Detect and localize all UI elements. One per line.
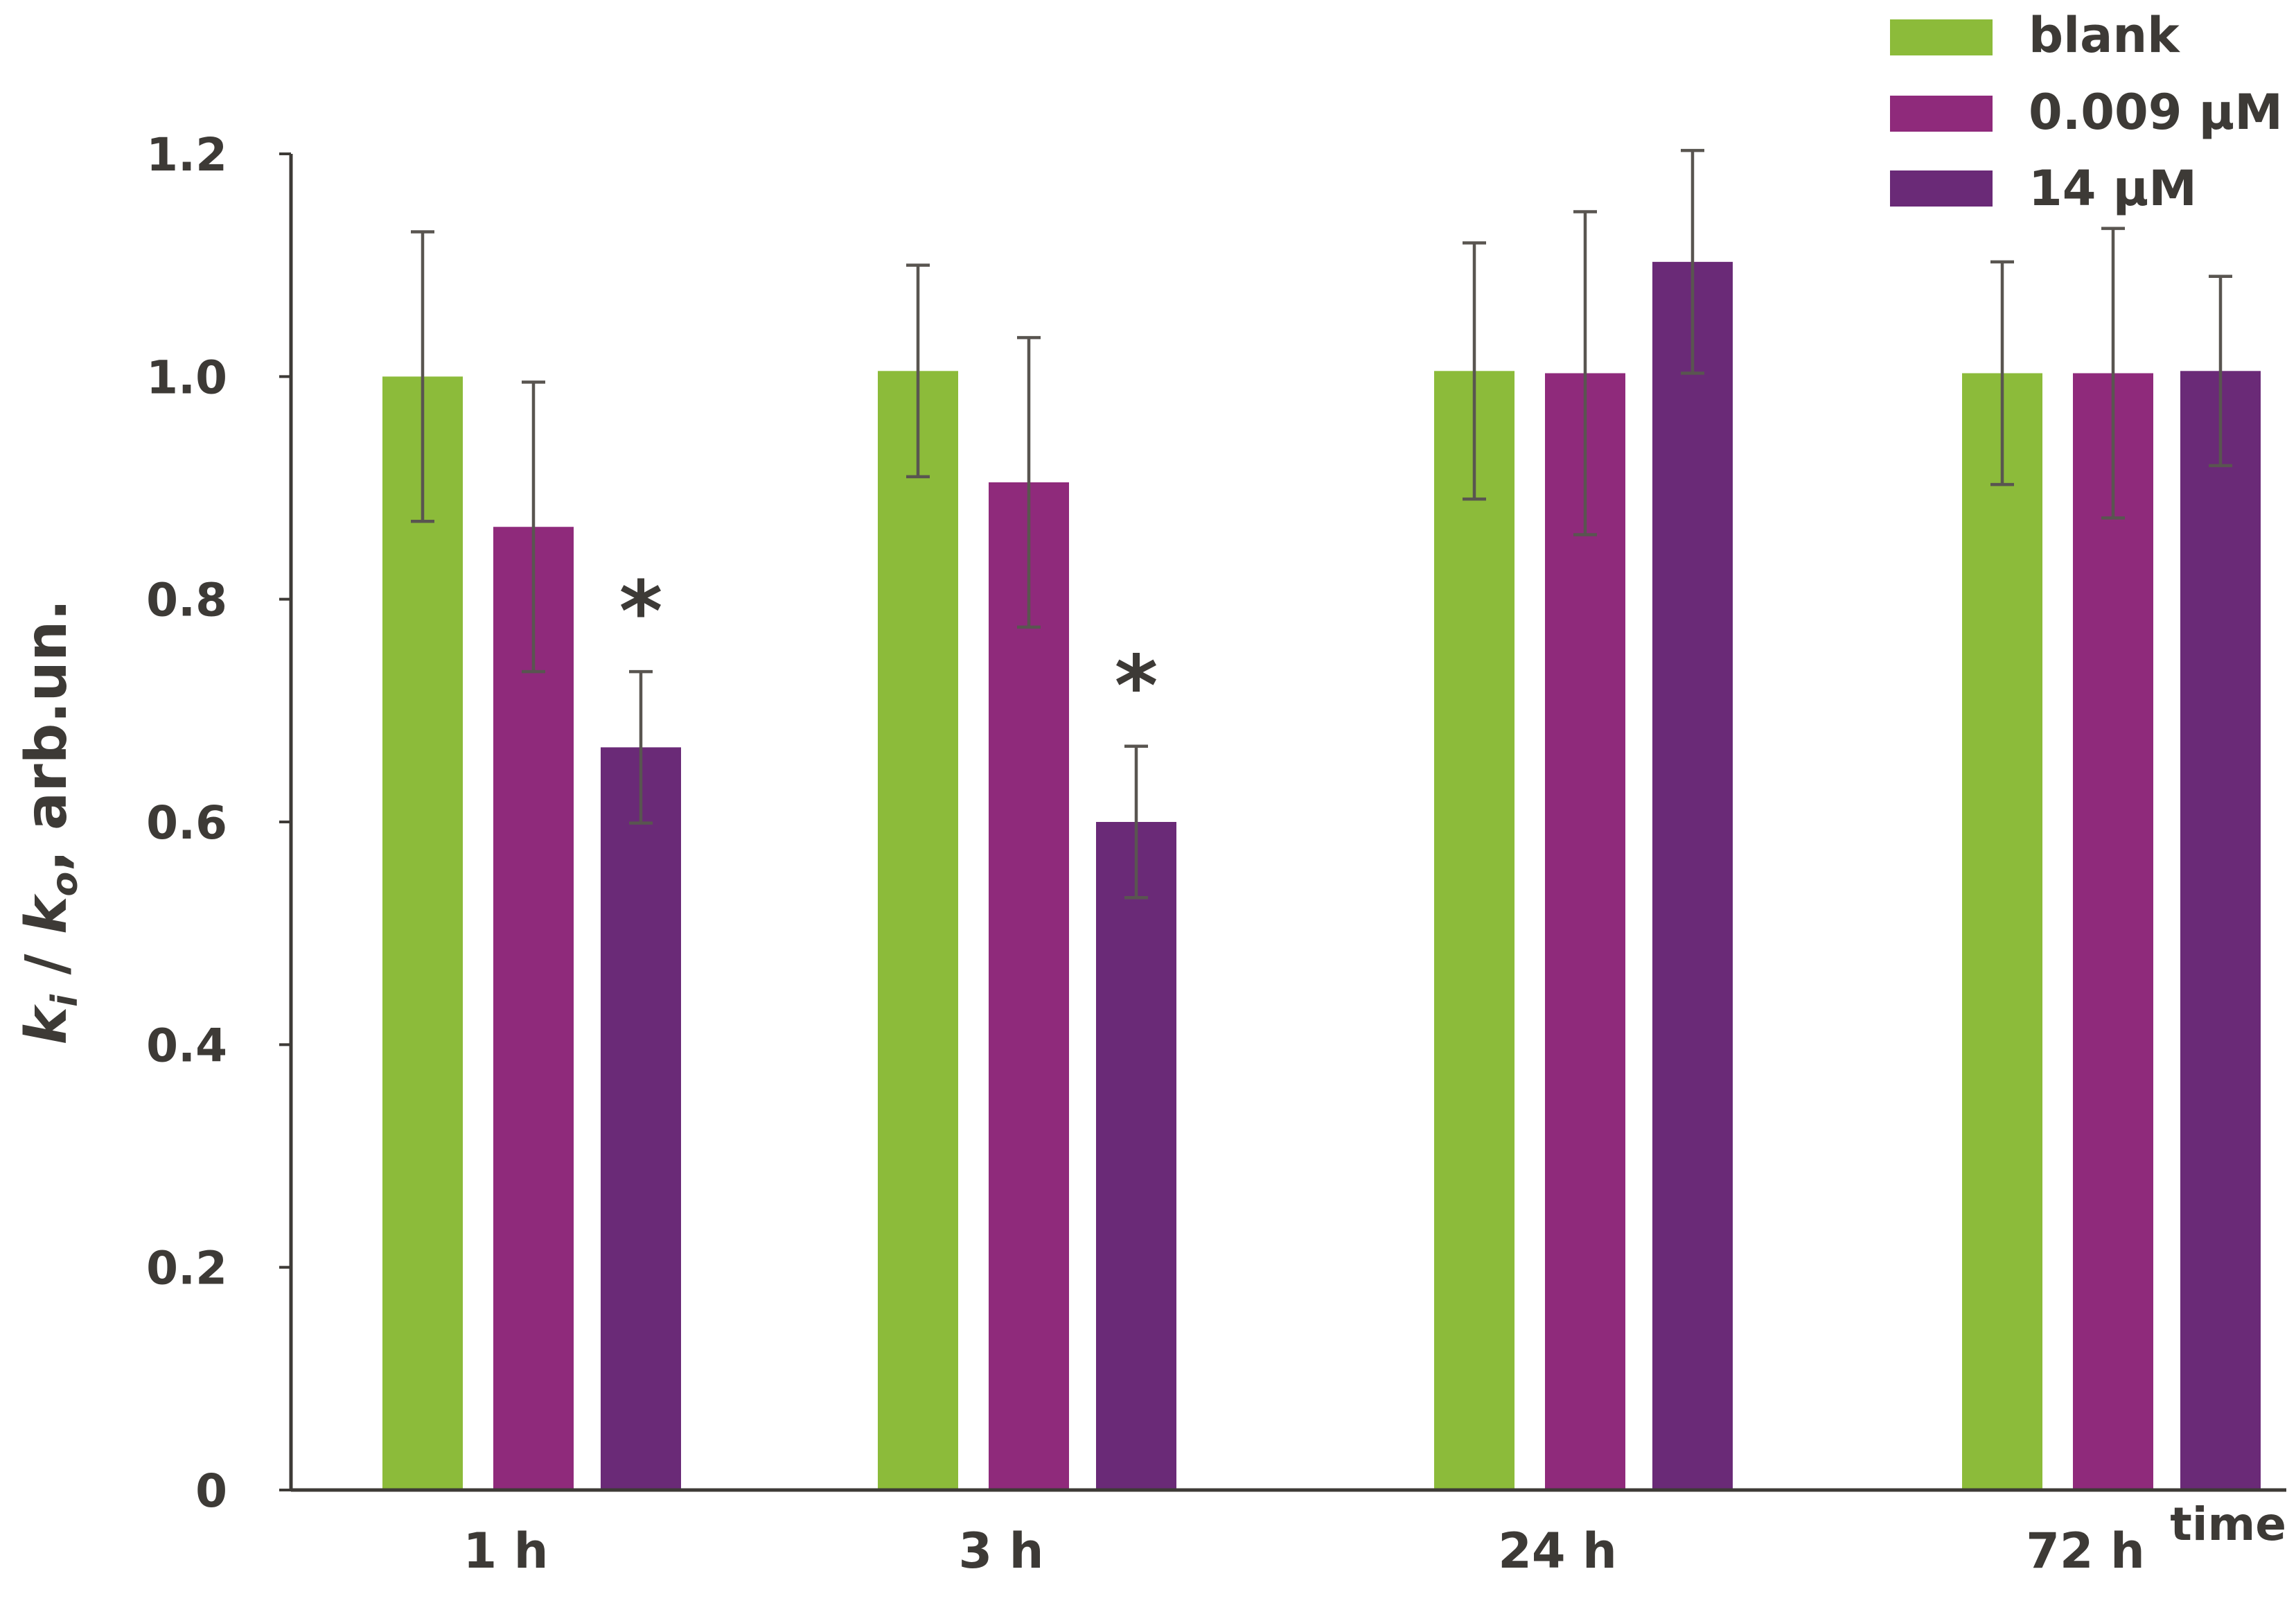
bar-14-m-24-h xyxy=(1652,261,1733,1490)
significance-marker-1-h: * xyxy=(619,564,663,660)
error-bar-14-m-72-h xyxy=(2209,274,2232,468)
y-axis-label: ki / ko, arb.un. xyxy=(14,599,86,1045)
legend-swatch-14-um xyxy=(1890,170,1993,207)
legend-label-0-009-um: 0.009 μM xyxy=(2029,84,2283,141)
bar-blank-72-h xyxy=(1962,373,2042,1490)
error-bar-14-m-3-h xyxy=(1124,744,1148,900)
y-tick-label-1-2: 1.2 xyxy=(146,128,227,182)
error-bar-blank-24-h xyxy=(1463,241,1486,501)
significance-marker-3-h: * xyxy=(1115,639,1158,735)
error-bar-0-009-m-3-h xyxy=(1017,335,1041,629)
y-label-units: , arb.un. xyxy=(14,599,80,872)
bar-blank-3-h xyxy=(878,371,958,1490)
bars-layer xyxy=(382,261,2261,1491)
bar-14-m-3-h xyxy=(1096,822,1176,1490)
bar-0-009-m-72-h xyxy=(2073,373,2153,1490)
legend-item-blank: blank xyxy=(1890,7,2180,64)
bar-blank-1-h xyxy=(382,376,463,1491)
bar-14-m-72-h xyxy=(2180,371,2261,1490)
x-tick-label-3-h: 3 h xyxy=(959,1523,1044,1579)
error-bar-blank-3-h xyxy=(906,263,930,479)
error-bars-layer xyxy=(411,148,2232,900)
error-bar-0-009-m-24-h xyxy=(1573,210,1597,536)
legend-swatch-0-009-um xyxy=(1890,96,1993,132)
error-bar-14-m-1-h xyxy=(629,669,653,825)
bar-14-m-1-h xyxy=(601,747,681,1490)
y-tick-label-0-4: 0.4 xyxy=(146,1019,227,1072)
annotations-layer: ** xyxy=(619,564,1158,735)
x-tick-label-24-h: 24 h xyxy=(1498,1523,1617,1579)
y-tick-label-0-2: 0.2 xyxy=(146,1242,227,1295)
legend-label-14-um: 14 μM xyxy=(2029,160,2197,217)
y-ticks-layer: 0 0.2 0.4 0.6 0.8 1.0 1.2 xyxy=(146,128,291,1518)
x-tick-labels-layer: 1 h 3 h 24 h 72 h xyxy=(463,1523,2145,1579)
y-label-k-o: k xyxy=(14,893,80,934)
error-bar-0-009-m-72-h xyxy=(2101,227,2125,520)
legend: blank 0.009 μM 14 μM xyxy=(1890,7,2283,217)
bar-0-009-m-1-h xyxy=(493,527,574,1490)
bar-0-009-m-3-h xyxy=(989,482,1069,1490)
legend-swatch-blank xyxy=(1890,19,1993,55)
error-bar-blank-72-h xyxy=(1990,260,2014,487)
error-bar-0-009-m-1-h xyxy=(522,380,545,674)
y-label-sub-o: o xyxy=(44,872,86,897)
bar-blank-24-h xyxy=(1434,371,1515,1490)
y-tick-label-0-6: 0.6 xyxy=(146,796,227,850)
x-tick-label-1-h: 1 h xyxy=(463,1523,549,1579)
legend-label-blank: blank xyxy=(2029,7,2180,64)
error-bar-14-m-24-h xyxy=(1681,148,1704,375)
y-tick-label-1-0: 1.0 xyxy=(146,351,227,404)
y-tick-label-0-8: 0.8 xyxy=(146,574,227,627)
y-label-sub-i: i xyxy=(44,994,86,1007)
legend-item-14-um: 14 μM xyxy=(1890,160,2197,217)
y-label-k-i: k xyxy=(14,1004,80,1044)
legend-item-0-009-um: 0.009 μM xyxy=(1890,84,2283,141)
x-axis-label: time xyxy=(2170,1498,2286,1551)
error-bar-blank-1-h xyxy=(411,230,434,523)
x-tick-label-72-h: 72 h xyxy=(2026,1523,2145,1579)
bar-0-009-m-24-h xyxy=(1545,373,1625,1490)
y-tick-label-0: 0 xyxy=(195,1464,227,1518)
y-label-separator: / xyxy=(14,934,80,994)
